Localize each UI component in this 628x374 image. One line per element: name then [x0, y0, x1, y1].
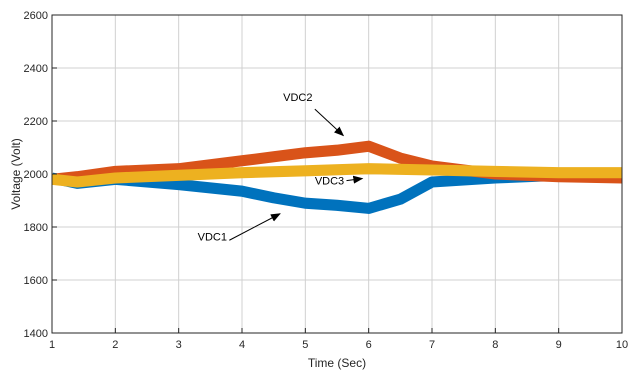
- y-tick-label: 2000: [24, 169, 48, 181]
- y-tick-label: 2600: [24, 10, 48, 22]
- x-tick-label: 7: [429, 339, 435, 351]
- y-tick-label: 1800: [24, 222, 48, 234]
- y-tick-label: 2200: [24, 116, 48, 128]
- series-vdc3-band: [52, 163, 622, 188]
- annotation-arrow-vdc3: [346, 175, 364, 184]
- y-tick-label: 1600: [24, 275, 48, 287]
- x-tick-label: 10: [616, 339, 628, 351]
- annotation-label-vdc2: VDC2: [283, 92, 312, 104]
- annotation-label-vdc1: VDC1: [198, 231, 227, 243]
- y-tick-label: 2400: [24, 63, 48, 75]
- annotation-arrow-vdc1: [229, 213, 281, 241]
- axis-ticks: 1 2 3 4 5 6 7 8 9 10 1400 1600 1800 2000 2200 2400 2600: [24, 10, 628, 351]
- x-tick-label: 4: [239, 339, 245, 351]
- x-tick-label: 8: [492, 339, 498, 351]
- y-tick-label: 1400: [24, 328, 48, 340]
- x-axis-title: Time (Sec): [308, 356, 366, 370]
- x-tick-label: 6: [366, 339, 372, 351]
- x-tick-label: 9: [556, 339, 562, 351]
- x-tick-label: 1: [49, 339, 55, 351]
- annotation-arrow-vdc2: [314, 108, 345, 137]
- x-tick-label: 5: [302, 339, 308, 351]
- x-tick-label: 3: [176, 339, 182, 351]
- annotations: VDC2 VDC3 VDC1: [198, 92, 364, 243]
- x-tick-label: 2: [112, 339, 118, 351]
- y-axis-title: Voltage (Volt): [9, 138, 23, 209]
- series-layer: [52, 140, 622, 214]
- annotation-label-vdc3: VDC3: [315, 176, 344, 188]
